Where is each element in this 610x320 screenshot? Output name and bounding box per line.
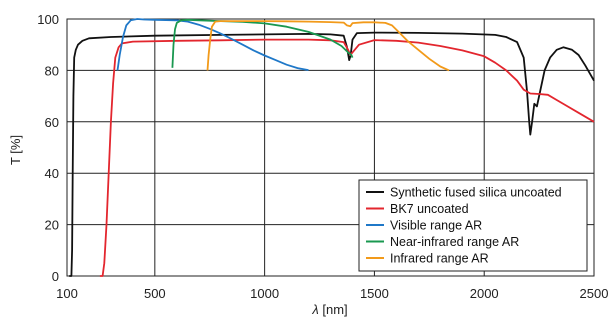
legend: Synthetic fused silica uncoated BK7 uncoa… <box>358 179 588 272</box>
y-tick-label: 80 <box>45 63 59 78</box>
y-tick-label: 100 <box>37 12 59 27</box>
y-tick-label: 20 <box>45 218 59 233</box>
series-line-3 <box>171 18 354 68</box>
series-line-4 <box>206 20 450 72</box>
x-axis-label-symbol: λ <box>311 302 318 317</box>
x-tick-label: 2000 <box>470 286 499 301</box>
x-tick-labels: 100 500 1000 1500 2000 2500 <box>56 286 608 301</box>
y-axis-label: T [%] <box>8 135 23 165</box>
plot-frame <box>66 18 595 277</box>
x-tick-label: 100 <box>56 286 78 301</box>
series-line-2 <box>116 18 309 71</box>
legend-entry: Near-infrared range AR <box>390 235 519 249</box>
legend-entry: Synthetic fused silica uncoated <box>390 186 562 200</box>
legend-entry: Infrared range AR <box>390 252 489 266</box>
y-tick-labels: 0 20 40 60 80 100 <box>37 12 59 284</box>
x-tick-label: 1500 <box>360 286 389 301</box>
y-tick-label: 60 <box>45 115 59 130</box>
legend-entry: Visible range AR <box>390 219 482 233</box>
y-tick-label: 0 <box>52 269 59 284</box>
x-tick-label: 1000 <box>250 286 279 301</box>
series-line-1 <box>99 38 595 277</box>
x-axis-label: λ [nm] <box>311 302 347 317</box>
legend-entry: BK7 uncoated <box>390 202 469 216</box>
x-tick-label: 500 <box>144 286 166 301</box>
x-axis-label-unit: [nm] <box>319 302 348 317</box>
series-lines <box>69 18 595 277</box>
x-tick-label: 2500 <box>580 286 609 301</box>
legend-box <box>358 179 588 272</box>
series-line-0 <box>69 31 595 277</box>
y-tick-label: 40 <box>45 166 59 181</box>
